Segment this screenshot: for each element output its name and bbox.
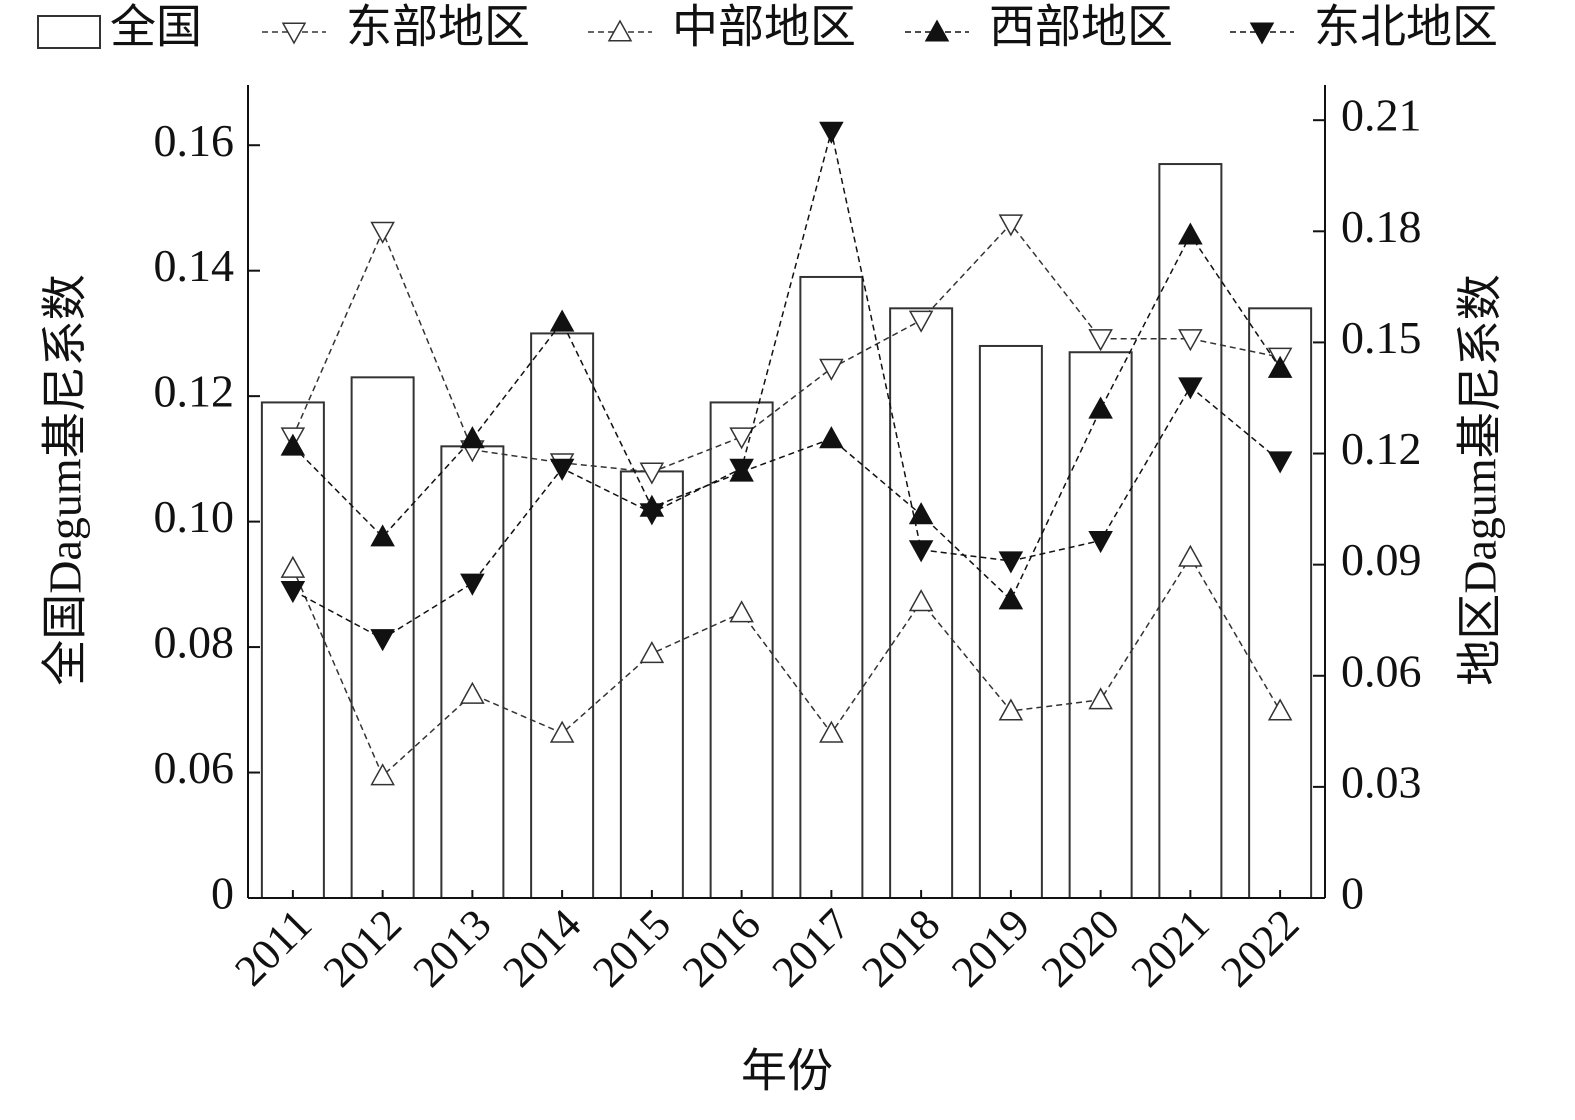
marker [639, 462, 665, 485]
series-line [292, 222, 1281, 473]
y2-tick-label: 0 [1341, 868, 1364, 919]
marker [370, 524, 395, 547]
marker [549, 309, 575, 332]
x-tick-label: 2011 [225, 900, 321, 996]
bar [709, 401, 774, 899]
marker [639, 503, 665, 526]
marker [729, 600, 754, 623]
bar [440, 445, 505, 899]
marker [1088, 531, 1113, 554]
y-tick-label: 0.14 [154, 240, 235, 291]
marker [460, 681, 485, 704]
marker [370, 629, 395, 652]
marker [460, 426, 485, 449]
bar [530, 332, 595, 899]
legend-label: 中部地区 [672, 2, 856, 53]
marker [1088, 687, 1113, 710]
y2-axis-title: 地区Dagum基尼系数 [1455, 274, 1506, 685]
marker [998, 698, 1024, 721]
series-line [292, 131, 1281, 640]
y-tick-label: 0.16 [154, 115, 235, 166]
marker [819, 121, 844, 144]
marker [998, 214, 1024, 237]
marker [729, 458, 754, 481]
y2-tick-label: 0.12 [1341, 423, 1422, 474]
y2-tick-label: 0.06 [1341, 645, 1422, 696]
legend-marker [607, 19, 633, 42]
marker [549, 458, 575, 481]
marker [819, 720, 844, 743]
y2-tick-label: 0.21 [1341, 90, 1422, 141]
marker [639, 641, 665, 664]
y-axis-title: 全国Dagum基尼系数 [40, 274, 91, 685]
marker [819, 358, 844, 381]
x-tick-label: 2015 [583, 900, 680, 997]
marker [908, 589, 934, 612]
marker [819, 426, 844, 449]
y-tick-label: 0 [211, 868, 234, 919]
bar [978, 344, 1043, 899]
x-tick-label: 2017 [763, 900, 860, 997]
y2-tick-label: 0.09 [1341, 534, 1422, 585]
legend-label: 东部地区 [346, 2, 530, 53]
marker [908, 540, 934, 563]
marker [280, 555, 306, 578]
series-line [292, 555, 1281, 778]
x-tick-label: 2022 [1211, 900, 1308, 997]
y-tick-label: 0.06 [154, 742, 235, 793]
bar [260, 401, 325, 899]
marker [1178, 222, 1203, 245]
x-tick-label: 2021 [1122, 900, 1219, 997]
marker [549, 720, 575, 743]
legend-marker [1249, 22, 1275, 45]
x-tick-label: 2013 [404, 900, 501, 997]
y-tick-label: 0.10 [154, 491, 235, 542]
y2-tick-label: 0.03 [1341, 756, 1422, 807]
y-tick-label: 0.08 [154, 617, 235, 668]
marker [1178, 329, 1203, 352]
marker [280, 433, 306, 456]
marker [1088, 329, 1113, 352]
marker [1267, 355, 1293, 378]
x-tick-label: 2018 [852, 900, 949, 997]
legend-label: 东北地区 [1314, 2, 1498, 53]
marker [1267, 451, 1293, 474]
marker [460, 573, 485, 596]
marker [908, 310, 934, 333]
x-tick-label: 2020 [1032, 900, 1129, 997]
bar [619, 470, 684, 899]
legend-marker [281, 22, 307, 45]
bar [1068, 351, 1133, 900]
marker [1088, 396, 1113, 419]
bar [1248, 307, 1313, 899]
x-axis-title: 年份 [741, 1046, 833, 1097]
marker [1178, 544, 1203, 567]
legend-label: 西部地区 [989, 2, 1173, 53]
x-tick-label: 2012 [314, 900, 411, 997]
series-line [292, 233, 1281, 602]
marker [280, 581, 306, 604]
marker [998, 587, 1024, 610]
marker [998, 551, 1024, 574]
legend-label: 全国 [110, 2, 202, 53]
marker [370, 763, 395, 786]
legend-swatch [37, 15, 101, 49]
bar [1158, 163, 1223, 899]
marker [729, 427, 754, 450]
y2-tick-label: 0.15 [1341, 312, 1422, 363]
x-tick-label: 2016 [673, 900, 770, 997]
marker [908, 502, 934, 525]
y2-tick-label: 0.18 [1341, 201, 1422, 252]
legend-marker [924, 19, 950, 42]
y-tick-label: 0.12 [154, 366, 235, 417]
marker [370, 221, 395, 244]
marker [1267, 698, 1293, 721]
x-tick-label: 2019 [942, 900, 1039, 997]
marker [1178, 377, 1203, 400]
x-tick-label: 2014 [493, 900, 590, 997]
